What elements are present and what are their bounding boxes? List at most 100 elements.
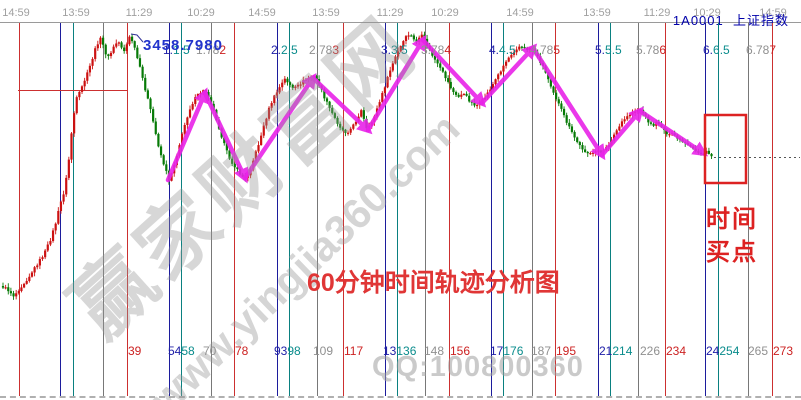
time-axis-label: 13:59 bbox=[62, 7, 90, 19]
candle-body bbox=[225, 143, 228, 151]
swing-arrow bbox=[242, 72, 317, 181]
candle-body bbox=[626, 116, 629, 120]
candle-body bbox=[183, 125, 186, 134]
candle-body bbox=[628, 114, 631, 117]
candle-body bbox=[188, 109, 192, 118]
candle-body bbox=[336, 117, 339, 124]
candle-body bbox=[291, 84, 294, 88]
candle-body bbox=[570, 126, 574, 132]
candle-body bbox=[710, 153, 713, 157]
candle-body bbox=[562, 108, 566, 116]
candle-body bbox=[112, 46, 115, 53]
candle-body bbox=[560, 103, 563, 109]
candle-body bbox=[420, 34, 423, 38]
candle-body bbox=[552, 86, 555, 93]
candle-body bbox=[289, 82, 292, 85]
candle-body bbox=[510, 54, 513, 58]
candle-body bbox=[278, 87, 281, 93]
time-axis-label: 11:29 bbox=[376, 7, 404, 19]
candle-body bbox=[497, 74, 500, 80]
candle-body bbox=[73, 113, 76, 134]
candle-body bbox=[101, 37, 105, 45]
candle-body bbox=[594, 151, 597, 153]
candle-body bbox=[491, 84, 495, 90]
candle-body bbox=[78, 91, 81, 98]
candle-body bbox=[30, 272, 34, 277]
candle-body bbox=[28, 276, 31, 281]
candle-body bbox=[668, 134, 671, 136]
candle-body bbox=[512, 52, 516, 55]
candle-body bbox=[254, 151, 257, 161]
swing-arrow bbox=[479, 43, 538, 106]
candle-body bbox=[283, 78, 286, 83]
candle-body bbox=[391, 63, 394, 71]
candle-body bbox=[128, 36, 131, 45]
candle-body bbox=[67, 159, 70, 178]
candle-body bbox=[22, 283, 26, 288]
candle-body bbox=[199, 93, 202, 95]
time-axis-label: 13:59 bbox=[583, 7, 611, 19]
candle-body bbox=[576, 137, 579, 143]
candle-body bbox=[581, 145, 584, 150]
candle-body bbox=[304, 79, 308, 81]
candle-body bbox=[120, 42, 123, 48]
candle-body bbox=[523, 46, 526, 49]
candle-body bbox=[59, 201, 63, 211]
candle-body bbox=[44, 250, 47, 258]
candle-body bbox=[36, 265, 39, 268]
candle-body bbox=[331, 107, 334, 114]
candle-body bbox=[339, 123, 342, 128]
candle-body bbox=[457, 94, 460, 97]
candle-body bbox=[141, 66, 144, 78]
candle-body bbox=[51, 230, 55, 242]
index-label: 1A0001 上证指数 bbox=[673, 10, 789, 29]
candle-body bbox=[652, 123, 655, 126]
candle-body bbox=[138, 58, 142, 67]
candle-body bbox=[209, 97, 213, 104]
candle-body bbox=[9, 291, 13, 294]
candle-body bbox=[352, 124, 355, 129]
candle-body bbox=[439, 63, 442, 68]
candle-body bbox=[107, 54, 110, 57]
candle-body bbox=[473, 102, 476, 106]
candle-body bbox=[555, 92, 558, 100]
time-axis-label: 11:29 bbox=[125, 7, 153, 19]
swing-arrow bbox=[637, 108, 709, 157]
time-axis-label: 10:29 bbox=[431, 7, 459, 19]
candle-body bbox=[57, 210, 60, 224]
candle-body bbox=[99, 37, 102, 45]
candle-body bbox=[557, 99, 560, 104]
candle-body bbox=[415, 39, 418, 42]
candle-body bbox=[449, 81, 452, 89]
candle-body bbox=[526, 48, 529, 50]
candle-body bbox=[354, 121, 358, 125]
candle-body bbox=[447, 78, 450, 82]
candle-body bbox=[125, 44, 128, 52]
candle-body bbox=[549, 79, 552, 87]
candle-body bbox=[502, 65, 505, 72]
candle-body bbox=[381, 92, 384, 103]
candle-body bbox=[75, 97, 78, 114]
candle-body bbox=[520, 46, 523, 48]
candle-body bbox=[444, 71, 447, 79]
candle-body bbox=[4, 287, 7, 289]
candle-body bbox=[433, 55, 437, 60]
candle-body bbox=[33, 267, 36, 273]
candle-body bbox=[441, 67, 444, 72]
swing-arrow bbox=[310, 75, 373, 135]
candle-body bbox=[341, 127, 344, 130]
candle-body bbox=[323, 89, 326, 99]
candle-body bbox=[144, 77, 147, 91]
candle-body bbox=[223, 137, 226, 144]
candle-body bbox=[344, 129, 347, 133]
candle-body bbox=[15, 293, 18, 297]
candle-body bbox=[584, 149, 587, 153]
candle-body bbox=[412, 35, 416, 40]
candle-body bbox=[518, 46, 521, 50]
candle-body bbox=[565, 115, 568, 123]
time-axis-label: 14:59 bbox=[248, 7, 276, 19]
candle-body bbox=[159, 146, 163, 156]
candle-body bbox=[154, 121, 157, 134]
